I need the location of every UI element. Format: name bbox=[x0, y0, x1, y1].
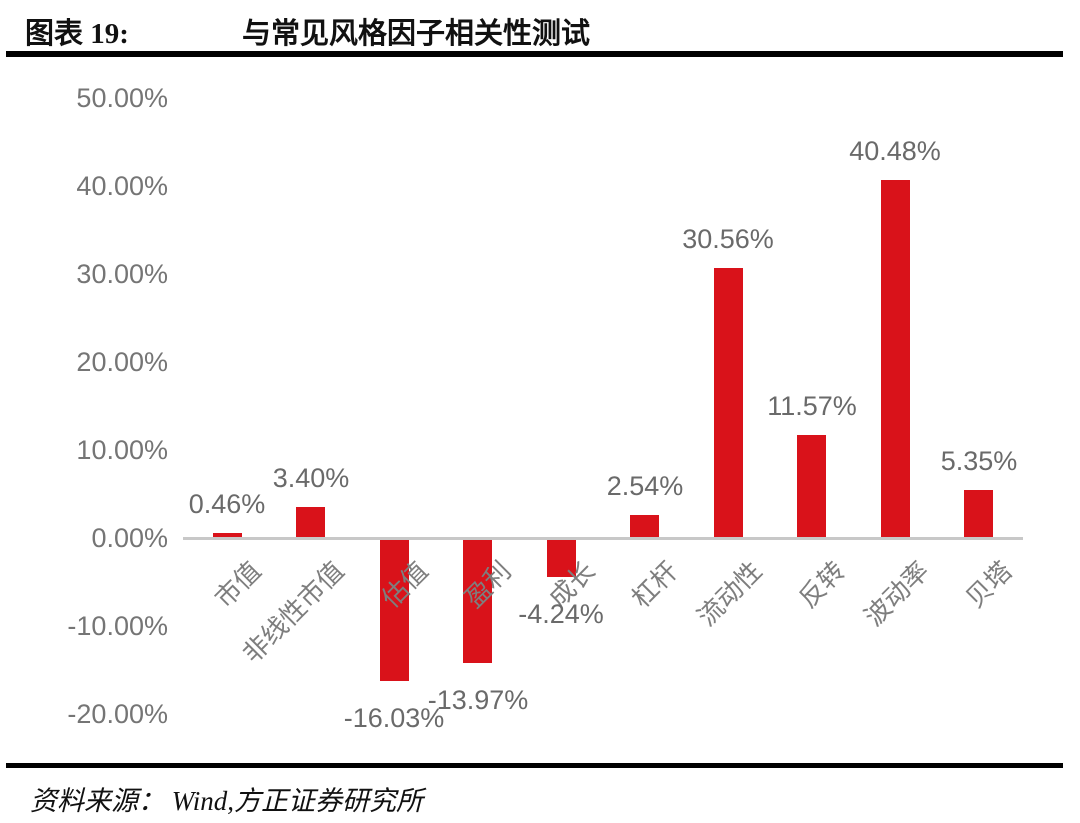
x-axis-category-label: 波动率 bbox=[858, 555, 935, 632]
bar-value-label: -16.03% bbox=[343, 703, 445, 733]
x-axis-category-label: 反转 bbox=[793, 555, 852, 614]
bar-value-label: 0.46% bbox=[188, 489, 266, 519]
x-axis-category-label: 贝塔 bbox=[960, 555, 1019, 614]
y-axis-tick-label: 30.00% bbox=[76, 258, 168, 289]
source-note: 资料来源： Wind,方正证券研究所 bbox=[30, 786, 424, 816]
chart-bar bbox=[714, 268, 743, 537]
y-axis-tick-label: -10.00% bbox=[67, 611, 168, 642]
title-divider bbox=[6, 51, 1063, 57]
bar-value-label: 30.56% bbox=[682, 224, 774, 254]
y-axis-tick-label: 40.00% bbox=[76, 170, 168, 201]
chart-bar bbox=[213, 533, 242, 537]
bar-value-label: 5.35% bbox=[940, 446, 1018, 476]
bar-value-label: -13.97% bbox=[427, 685, 529, 715]
chart-bar bbox=[463, 540, 492, 663]
x-axis-category-label: 杠杆 bbox=[626, 555, 685, 614]
chart-bar bbox=[797, 435, 826, 537]
correlation-bar-chart: 50.00% 40.00% 30.00% 20.00% 10.00% 0.00% -10.0… bbox=[0, 60, 1080, 760]
footer-divider bbox=[6, 763, 1063, 768]
chart-bar bbox=[881, 180, 910, 537]
y-axis-tick-label: 20.00% bbox=[76, 346, 168, 377]
bar-value-label: -4.24% bbox=[518, 599, 604, 629]
chart-bar bbox=[547, 540, 576, 577]
chart-bar bbox=[964, 490, 993, 537]
chart-bar bbox=[296, 507, 325, 537]
x-axis-category-label: 流动性 bbox=[691, 555, 768, 632]
y-axis-tick-label: 10.00% bbox=[76, 434, 168, 465]
chart-bar bbox=[630, 515, 659, 537]
x-axis-category-label: 市值 bbox=[208, 555, 267, 614]
y-axis-tick-label: 50.00% bbox=[76, 82, 168, 113]
x-axis-line bbox=[183, 537, 1023, 540]
bar-value-label: 11.57% bbox=[767, 391, 857, 421]
chart-bar bbox=[380, 540, 409, 681]
figure-title: 与常见风格因子相关性测试 bbox=[242, 18, 591, 50]
bar-value-label: 2.54% bbox=[606, 471, 684, 501]
bar-value-label: 3.40% bbox=[272, 463, 350, 493]
y-axis-tick-label: -20.00% bbox=[67, 699, 168, 730]
figure-label: 图表 19: bbox=[25, 18, 129, 50]
bar-value-label: 40.48% bbox=[849, 136, 941, 166]
y-axis-tick-label: 0.00% bbox=[91, 523, 168, 553]
